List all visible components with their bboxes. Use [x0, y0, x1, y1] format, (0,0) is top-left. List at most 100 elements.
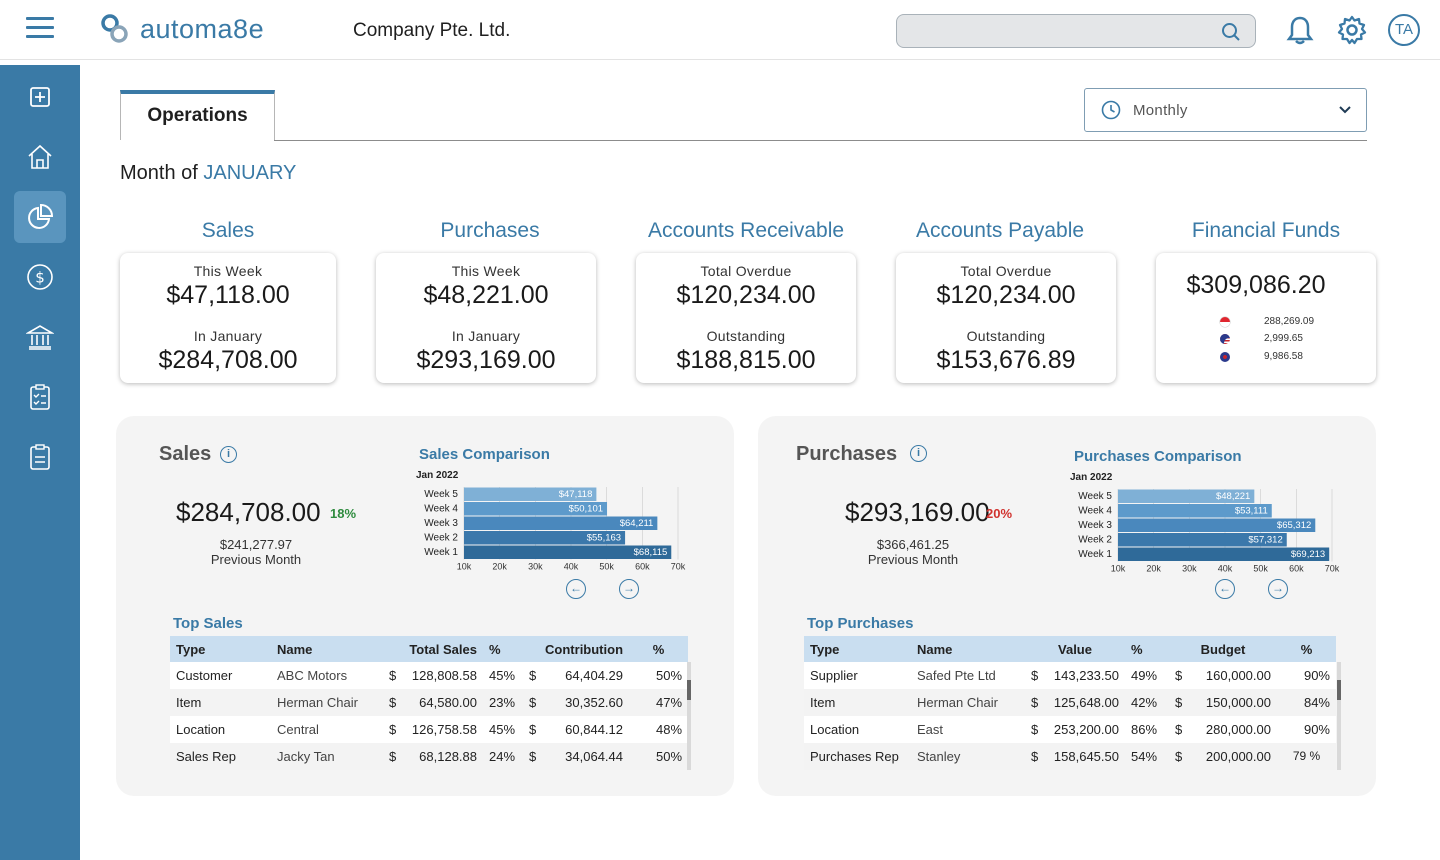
- sales-prev-arrow-icon[interactable]: ←: [566, 579, 586, 599]
- sales-change: 18%: [330, 506, 357, 521]
- logo[interactable]: automa8e: [98, 12, 264, 46]
- kpi-card-sales[interactable]: This Week $47,118.00 In January $284,708…: [120, 253, 336, 383]
- cell: Customer: [170, 662, 271, 689]
- x-tick-label: 20k: [492, 562, 507, 571]
- info-icon[interactable]: i: [910, 445, 927, 462]
- tab-operations[interactable]: Operations: [120, 90, 275, 140]
- table-row[interactable]: Customer ABC Motors $128,808.58 45% $64,404.…: [170, 662, 689, 689]
- kpi-card-receivable[interactable]: Total Overdue $120,234.00 Outstanding $1…: [636, 253, 856, 383]
- cell: $: [523, 689, 543, 716]
- info-icon[interactable]: i: [220, 446, 237, 463]
- company-name[interactable]: Company Pte. Ltd.: [353, 20, 511, 41]
- sidebar-item-add[interactable]: [14, 71, 66, 123]
- kpi-card-funds[interactable]: $309,086.20 288,269.09 2,999.65 9,986.58: [1156, 253, 1376, 383]
- kpi-value: $120,234.00: [676, 281, 816, 309]
- cell: 200,000.00: [1189, 743, 1277, 770]
- clock-icon: [1101, 100, 1121, 120]
- purchases-prev-arrow-icon[interactable]: ←: [1215, 579, 1235, 599]
- table-row[interactable]: Supplier Safed Pte Ltd $143,233.50 49% $160,…: [804, 662, 1336, 689]
- col-header[interactable]: Name: [271, 636, 383, 662]
- col-header[interactable]: Value: [1025, 636, 1125, 662]
- y-category-label: Week 4: [424, 504, 458, 515]
- logo-text: automa8e: [140, 13, 265, 44]
- sidebar-item-documents[interactable]: [14, 431, 66, 483]
- gear-icon[interactable]: [1337, 14, 1367, 46]
- scrollbar-thumb[interactable]: [1337, 680, 1341, 700]
- sidebar-item-tasks[interactable]: [14, 371, 66, 423]
- table-row[interactable]: Location East $253,200.00 86% $280,000.00 90%: [804, 716, 1336, 743]
- col-header[interactable]: %: [1125, 636, 1169, 662]
- scrollbar-thumb[interactable]: [687, 680, 691, 700]
- kpi-card-purchases[interactable]: This Week $48,221.00 In January $293,169…: [376, 253, 596, 383]
- col-header[interactable]: Name: [911, 636, 1025, 662]
- sidebar-item-banking[interactable]: [14, 311, 66, 363]
- bar-value-label: $47,118: [559, 489, 593, 500]
- usa-flag-icon: [1220, 333, 1230, 344]
- sidebar-item-analytics[interactable]: [14, 191, 66, 243]
- bar-value-label: $48,221: [1216, 491, 1250, 502]
- cell: $: [523, 743, 543, 770]
- cell: $: [1025, 662, 1045, 689]
- fund-value: 288,269.09: [1264, 316, 1315, 327]
- col-header[interactable]: %: [1277, 636, 1336, 662]
- add-box-icon: [30, 87, 50, 107]
- purchases-next-arrow-icon[interactable]: →: [1268, 579, 1288, 599]
- col-header[interactable]: Budget: [1169, 636, 1277, 662]
- sidebar-item-finance[interactable]: $: [14, 251, 66, 303]
- cell: 79 %: [1277, 743, 1336, 770]
- cell: Location: [170, 716, 271, 743]
- purchases-chart-title: Purchases Comparison: [1074, 448, 1242, 465]
- singapore-flag-icon: [1220, 316, 1230, 327]
- bell-icon[interactable]: [1285, 14, 1315, 46]
- col-header[interactable]: Total Sales: [383, 636, 483, 662]
- cell: $: [1025, 716, 1045, 743]
- hamburger-menu-icon[interactable]: [26, 17, 54, 43]
- cell: Purchases Rep: [804, 743, 911, 770]
- cell: 45%: [483, 662, 523, 689]
- col-header[interactable]: %: [629, 636, 689, 662]
- cell: Sales Rep: [170, 743, 271, 770]
- kpi-card-payable[interactable]: Total Overdue $120,234.00 Outstanding $1…: [896, 253, 1116, 383]
- purchases-comparison-chart: Jan 2022 10k 20k 30k 40k 50k 60k 70k Week 5 $48,2…: [1070, 472, 1340, 574]
- chevron-down-icon: [1339, 106, 1351, 114]
- search-input[interactable]: [897, 15, 1197, 47]
- table-header: Type Name Total Sales % Contribution %: [170, 636, 689, 662]
- kpi-title-payable: Accounts Payable: [915, 219, 1085, 242]
- col-header[interactable]: Type: [170, 636, 271, 662]
- sales-next-arrow-icon[interactable]: →: [619, 579, 639, 599]
- table-row[interactable]: Location Central $126,758.58 45% $60,844.12 4…: [170, 716, 689, 743]
- fund-row-sgd: 288,269.09: [1220, 316, 1314, 327]
- uk-flag-icon: [1220, 351, 1230, 362]
- cell: $: [523, 716, 543, 743]
- table-row[interactable]: Item Herman Chair $64,580.00 23% $30,352.60 4…: [170, 689, 689, 716]
- table-row[interactable]: Purchases Rep Stanley $158,645.50 54% $200,0…: [804, 743, 1336, 770]
- kpi-title-purchases: Purchases: [440, 219, 540, 242]
- cell: 280,000.00: [1189, 716, 1277, 743]
- cell: $: [1169, 689, 1189, 716]
- cell: 24%: [483, 743, 523, 770]
- x-tick-label: 30k: [528, 562, 543, 571]
- user-avatar[interactable]: TA: [1388, 14, 1420, 46]
- x-tick-label: 60k: [1289, 564, 1304, 574]
- cell: 143,233.50: [1045, 662, 1125, 689]
- cell: 34,064.44: [543, 743, 630, 770]
- cell: 160,000.00: [1189, 662, 1277, 689]
- scrollbar[interactable]: [1337, 662, 1341, 770]
- col-header[interactable]: Type: [804, 636, 911, 662]
- table-row[interactable]: Sales Rep Jacky Tan $68,128.88 24% $34,064.4…: [170, 743, 689, 770]
- table-row[interactable]: Item Herman Chair $125,648.00 42% $150,000.0…: [804, 689, 1336, 716]
- col-header[interactable]: Contribution: [523, 636, 630, 662]
- sidebar-item-home[interactable]: [14, 131, 66, 183]
- period-select[interactable]: Monthly: [1084, 88, 1367, 132]
- col-header[interactable]: %: [483, 636, 523, 662]
- cell: 158,645.50: [1045, 743, 1125, 770]
- cell: $: [1169, 743, 1189, 770]
- cell: $: [383, 743, 403, 770]
- cell: East: [911, 716, 1025, 743]
- x-tick-label: 40k: [1218, 564, 1233, 574]
- scrollbar[interactable]: [687, 662, 691, 770]
- search-icon[interactable]: [1221, 22, 1241, 42]
- y-category-label: Week 3: [1078, 520, 1112, 531]
- bar: [1118, 518, 1316, 532]
- cell: 125,648.00: [1045, 689, 1125, 716]
